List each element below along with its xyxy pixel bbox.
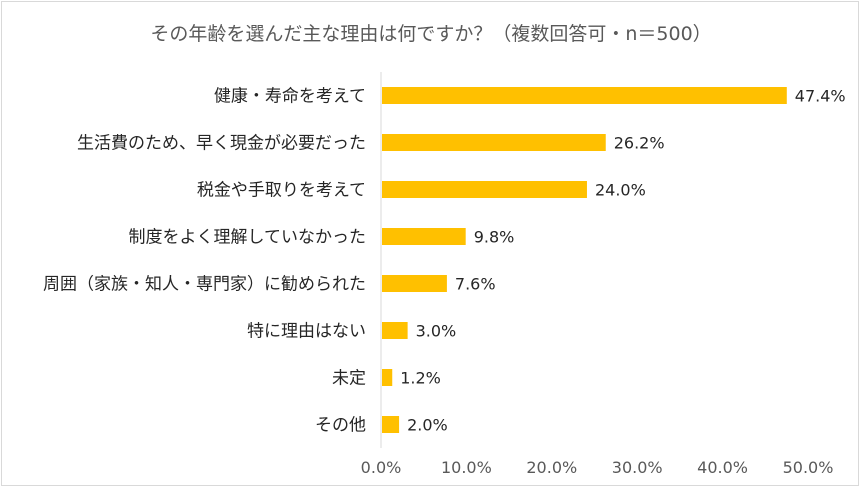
x-tick-label: 50.0% [783, 458, 834, 477]
x-tick-label: 10.0% [441, 458, 492, 477]
bar [382, 322, 408, 339]
data-label: 47.4% [795, 87, 846, 106]
x-tick-label: 0.0% [361, 458, 402, 477]
bar [382, 275, 447, 292]
category-label: 周囲（家族・知人・専門家）に勧められた [43, 275, 366, 295]
bar [382, 87, 787, 104]
bar [382, 181, 587, 198]
x-tick-label: 40.0% [697, 458, 748, 477]
data-label: 3.0% [416, 322, 457, 341]
data-label: 7.6% [455, 275, 496, 294]
category-label: 特に理由はない [247, 322, 366, 342]
chart-title: その年齢を選んだ主な理由は何ですか？（複数回答可・n＝500） [150, 23, 712, 45]
data-label: 9.8% [474, 228, 515, 247]
bar [382, 369, 393, 386]
data-label: 2.0% [407, 416, 448, 435]
data-label: 24.0% [595, 181, 646, 200]
x-tick-label: 20.0% [526, 458, 577, 477]
category-label: 税金や手取りを考えて [197, 181, 366, 201]
x-tick-label: 30.0% [612, 458, 663, 477]
data-label: 26.2% [614, 134, 665, 153]
category-label: 制度をよく理解していなかった [129, 228, 367, 248]
category-label: その他 [315, 416, 366, 436]
bar [382, 134, 606, 151]
bar [382, 416, 400, 433]
category-label: 健康・寿命を考えて [214, 87, 366, 107]
bar [382, 228, 466, 245]
data-label: 1.2% [400, 369, 441, 388]
category-label: 生活費のため、早く現金が必要だった [77, 134, 366, 154]
category-label: 未定 [332, 369, 366, 389]
